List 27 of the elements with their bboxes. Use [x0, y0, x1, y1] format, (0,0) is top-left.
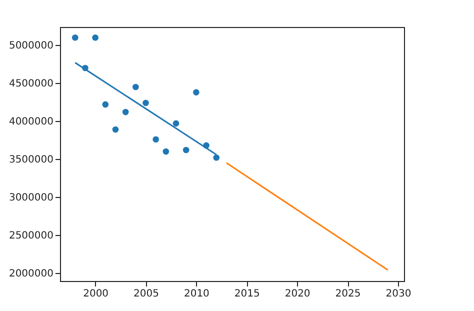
point	[172, 120, 180, 127]
point	[72, 34, 78, 41]
point	[112, 126, 119, 133]
y-tick-label: 3000000	[8, 192, 54, 204]
y-tick-label: 4000000	[8, 116, 54, 128]
point	[142, 100, 149, 106]
x-tick-label: 2010	[184, 288, 210, 300]
point	[152, 136, 159, 143]
x-tick-label: 2005	[134, 288, 159, 300]
point	[182, 146, 190, 154]
y-tick-label: 3500000	[8, 154, 54, 166]
y-tick-label: 2500000	[8, 230, 54, 242]
x-tick-label: 2025	[335, 288, 361, 300]
x-tick-label: 2020	[284, 288, 310, 300]
point	[193, 89, 200, 96]
y-tick-label: 5000000	[8, 40, 54, 52]
x-tick-label: 2015	[234, 288, 260, 300]
point	[102, 101, 109, 108]
point	[92, 34, 98, 41]
x-tick-label: 2030	[386, 288, 412, 300]
point	[132, 84, 139, 90]
y-tick-label: 2000000	[8, 268, 54, 280]
y-tick-label: 4500000	[8, 78, 54, 90]
point	[162, 148, 170, 155]
x-tick-label: 2000	[83, 288, 109, 300]
point	[122, 108, 129, 116]
point	[213, 154, 220, 161]
